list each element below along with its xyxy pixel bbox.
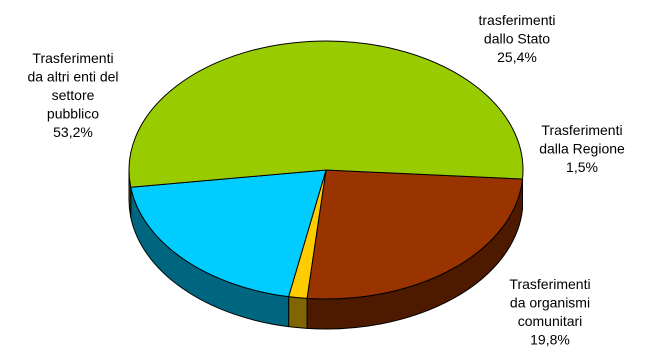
slice-label-1: Trasferimenti dalla Regione 1,5% bbox=[539, 122, 625, 175]
slice-value-label-0: 25,4% bbox=[497, 49, 537, 65]
slice-value-label-3: 53,2% bbox=[53, 124, 93, 140]
slice-label-line-1-1: dalla Regione bbox=[539, 141, 625, 157]
pie-slice-0 bbox=[306, 169, 524, 300]
slice-label-0: trasferimenti dallo Stato 25,4% bbox=[478, 12, 555, 65]
slice-label-line-0-1: dallo Stato bbox=[484, 31, 550, 47]
slice-label-line-2-1: da organismi bbox=[510, 295, 590, 311]
slice-label-line-3-3: pubblico bbox=[47, 106, 99, 122]
slice-label-line-2-0: Trasferimenti bbox=[509, 276, 590, 292]
pie-slice-side-1 bbox=[288, 296, 308, 329]
pie-slice-2 bbox=[130, 169, 327, 298]
slice-value-label-2: 19,8% bbox=[530, 332, 570, 348]
slice-label-2: Trasferimenti da organismi comunitari 19,8% bbox=[509, 276, 590, 348]
slice-label-line-3-1: da altri enti del bbox=[27, 69, 118, 85]
slice-label-line-1-0: Trasferimenti bbox=[541, 122, 622, 138]
slice-value-label-1: 1,5% bbox=[566, 159, 598, 175]
slice-label-3: Trasferimenti da altri enti del settore pub… bbox=[27, 50, 118, 140]
slice-label-line-3-2: settore bbox=[52, 87, 95, 103]
slice-label-line-3-0: Trasferimenti bbox=[32, 50, 113, 66]
pie-slice-3 bbox=[128, 40, 524, 188]
slice-label-line-0-0: trasferimenti bbox=[478, 12, 555, 28]
slice-label-line-2-2: comunitari bbox=[518, 313, 583, 329]
